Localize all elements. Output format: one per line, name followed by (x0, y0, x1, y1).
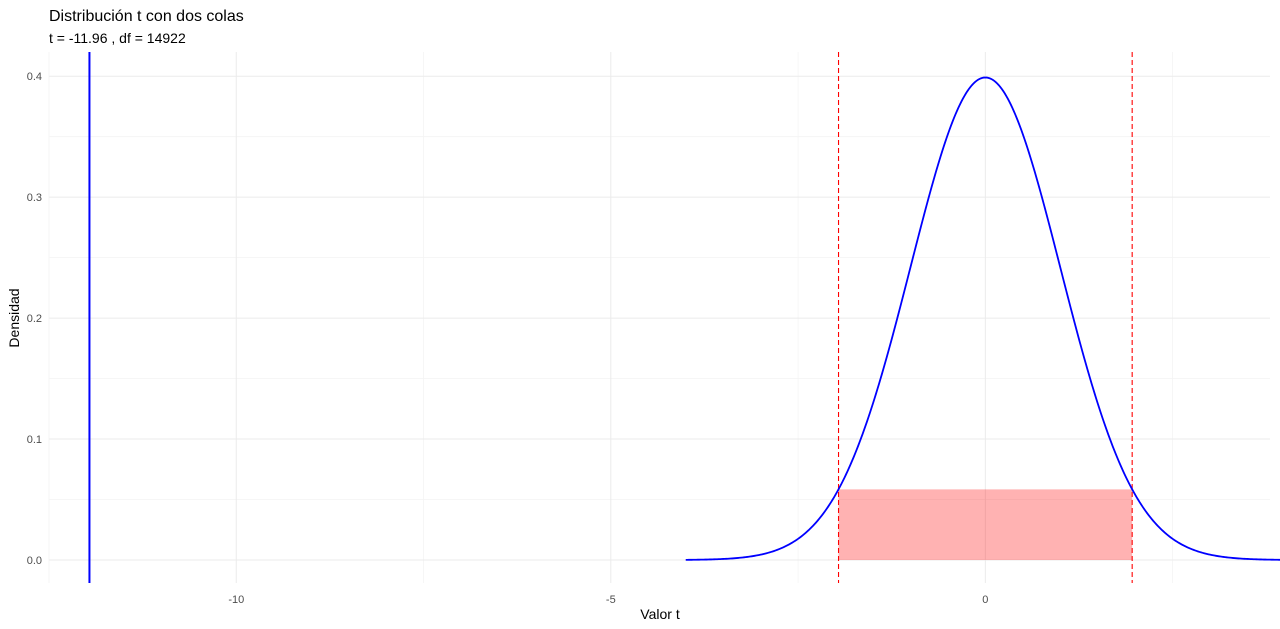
grid-layer (48, 52, 1270, 583)
y-tick-label: 0.3 (27, 192, 42, 204)
x-tick-label: -10 (228, 594, 244, 606)
x-tick-labels: -10 -5 0 (228, 594, 988, 606)
density-curve (685, 76, 1280, 561)
x-tick-label: 0 (982, 594, 988, 606)
x-tick-label: -5 (606, 594, 616, 606)
y-tick-label: 0.2 (27, 313, 42, 325)
shaded-region (838, 489, 1133, 561)
shaded-region-layer (838, 489, 1133, 561)
y-axis-title: Densidad (6, 288, 22, 347)
curve-layer (685, 76, 1280, 561)
chart-subtitle: t = -11.96 , df = 14922 (49, 30, 186, 46)
y-tick-label: 0.0 (27, 555, 42, 567)
y-tick-label: 0.4 (27, 71, 42, 83)
y-tick-labels: 0.0 0.1 0.2 0.3 0.4 (27, 71, 42, 567)
critical-lines-layer (837, 52, 1133, 583)
y-tick-label: 0.1 (27, 434, 42, 446)
chart-title: Distribución t con dos colas (49, 8, 244, 25)
x-axis-title: Valor t (640, 606, 680, 622)
